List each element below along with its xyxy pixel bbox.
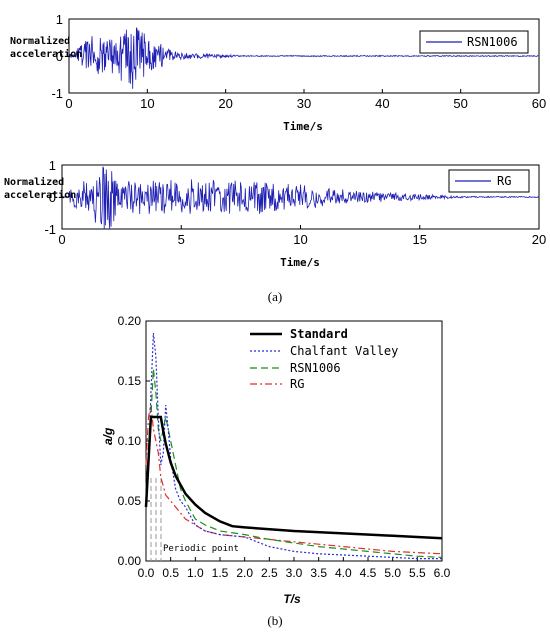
- legend: RG: [448, 169, 530, 193]
- x-tick-label: 0: [58, 232, 65, 247]
- periodic-point-markers: [150, 478, 162, 561]
- x-tick-label: 1.5: [212, 566, 229, 580]
- x-tick-label: 6.0: [434, 566, 451, 580]
- y-tick-label: -1: [44, 222, 56, 237]
- y-tick-label: 0.20: [118, 314, 142, 328]
- legend-label-rsn1006: RSN1006: [290, 361, 341, 375]
- x-axis-label: T/s: [283, 592, 301, 606]
- x-tick-label: 0: [65, 96, 72, 111]
- x-tick-label: 10: [293, 232, 307, 247]
- caption-a: (a): [268, 289, 282, 304]
- series-line-rsn1006: [68, 27, 540, 89]
- x-axis-label: Time/s: [283, 120, 323, 133]
- y-tick-label: 1: [49, 158, 56, 173]
- x-tick-label: 0.5: [162, 566, 179, 580]
- legend-label: RSN1006: [467, 35, 518, 49]
- series-line-rg: [61, 166, 540, 230]
- x-tick-label: 15: [413, 232, 427, 247]
- y-tick-label: 0.10: [118, 434, 142, 448]
- y-tick-label: 0: [56, 49, 63, 64]
- y-axis-label: Normalized acceleration: [4, 176, 76, 201]
- y-tick-label: 1: [56, 12, 63, 27]
- x-tick-label: 50: [453, 96, 467, 111]
- y-tick-label: 0.00: [118, 554, 142, 568]
- legend-label: RG: [497, 174, 511, 188]
- caption-b: (b): [267, 613, 282, 628]
- legend: RSN1006: [419, 30, 529, 54]
- x-tick-label: 5: [178, 232, 185, 247]
- x-tick-label: 1.0: [187, 566, 204, 580]
- y-tick-label: 0.15: [118, 374, 142, 388]
- x-axis-label: Time/s: [280, 256, 320, 269]
- x-tick-label: 30: [297, 96, 311, 111]
- x-tick-label: 4.5: [360, 566, 377, 580]
- series-line-rsn1006: [145, 368, 443, 558]
- x-tick-label: 40: [375, 96, 389, 111]
- y-axis-label: a/g: [101, 427, 115, 445]
- y-axis-label: Normalized acceleration: [10, 35, 82, 60]
- x-tick-label: 5.5: [409, 566, 426, 580]
- y-tick-label: 0: [49, 190, 56, 205]
- x-tick-label: 20: [218, 96, 232, 111]
- y-tick-label: -1: [51, 86, 63, 101]
- x-tick-label: 20: [532, 232, 546, 247]
- x-tick-label: 2.5: [261, 566, 278, 580]
- annotation-periodic-point: Periodic point: [163, 544, 239, 554]
- legend-label-rg: RG: [290, 377, 304, 391]
- legend-label-standard: Standard: [290, 327, 348, 341]
- x-tick-label: 60: [532, 96, 546, 111]
- x-tick-label: 5.0: [384, 566, 401, 580]
- x-tick-label: 3.0: [286, 566, 303, 580]
- x-tick-label: 3.5: [310, 566, 327, 580]
- legend-box: [419, 30, 529, 54]
- chart-b: 0.0 0.5 1.0 1.5 2.0 2.5 3.0 3.5 4.0 4.5 5.0 5.5 6.0 0…: [101, 314, 451, 606]
- series-line-standard: [144, 415, 443, 540]
- x-tick-label: 4.0: [335, 566, 352, 580]
- legend: Standard Chalfant Valley RSN1006 RG: [250, 327, 398, 391]
- series-line-rg: [145, 404, 443, 555]
- legend-label-chalfant: Chalfant Valley: [290, 344, 398, 358]
- x-tick-label: 0.0: [138, 566, 155, 580]
- x-tick-label: 2.0: [236, 566, 253, 580]
- x-tick-label: 10: [140, 96, 154, 111]
- y-tick-label: 0.05: [118, 494, 142, 508]
